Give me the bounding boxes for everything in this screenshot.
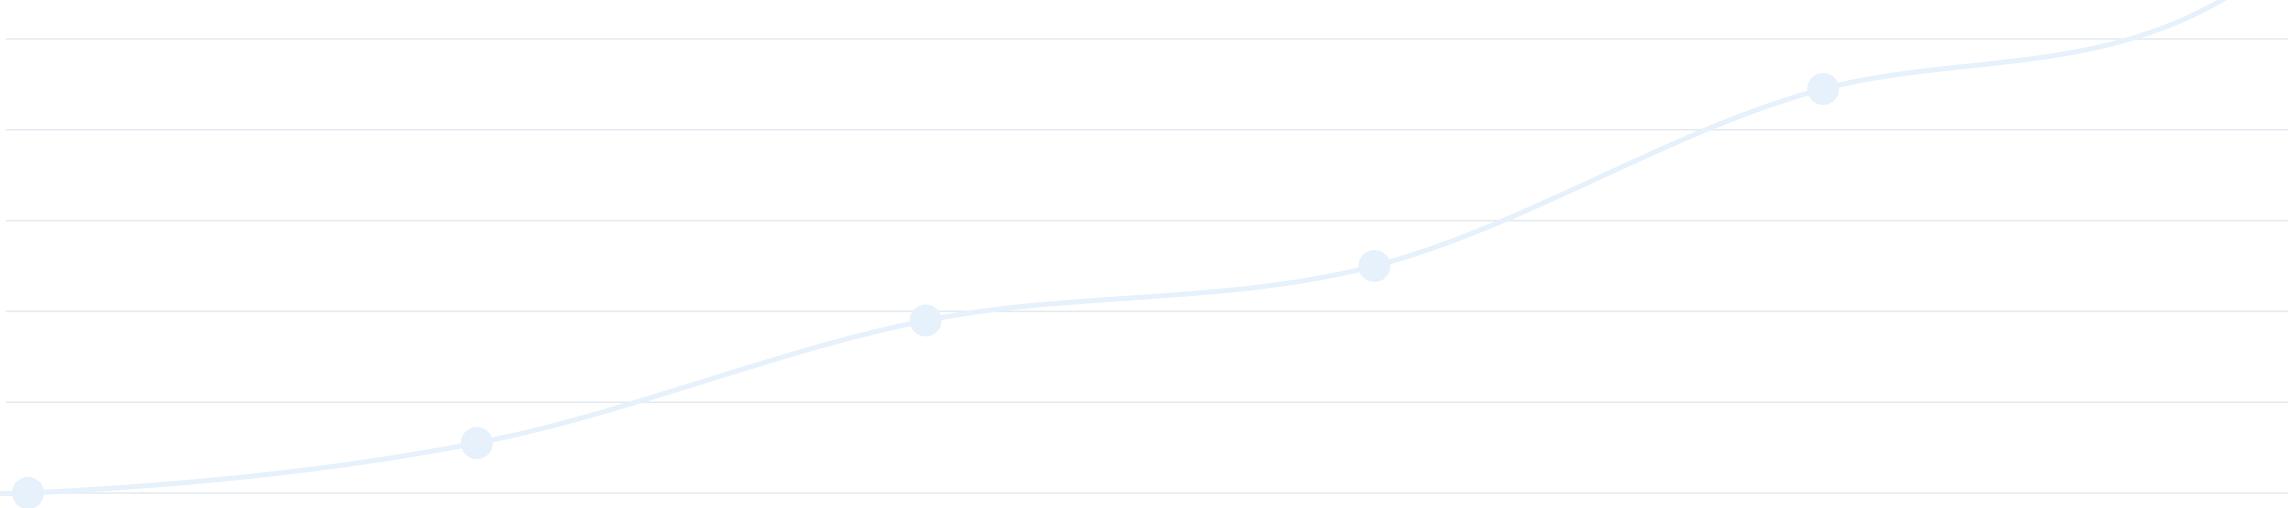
data-point-2[interactable]: [909, 304, 942, 337]
grid-lines: [6, 38, 2288, 494]
data-point-0[interactable]: [12, 477, 44, 508]
series-line-0: [0, 0, 2227, 496]
data-point-4[interactable]: [1807, 72, 1840, 105]
data-points: [12, 72, 1840, 508]
data-point-1[interactable]: [460, 427, 493, 460]
data-point-3[interactable]: [1358, 250, 1391, 282]
series-layer: [0, 0, 2227, 496]
